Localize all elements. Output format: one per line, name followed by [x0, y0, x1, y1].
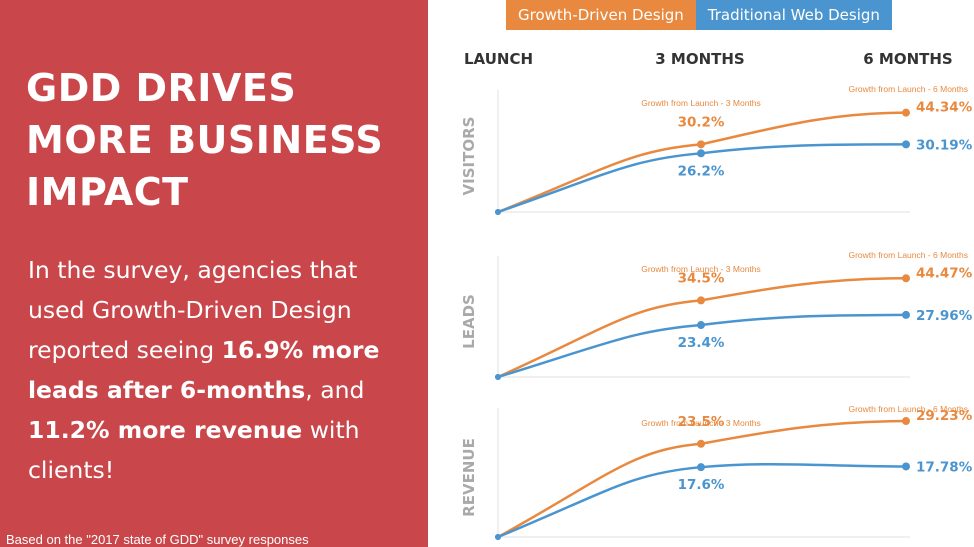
left-panel: GDD DRIVES MORE BUSINESS IMPACT In the s…: [0, 0, 428, 547]
headline-line-2: MORE BUSINESS: [26, 118, 384, 162]
data-label-2-0-1: 23.5%: [678, 414, 725, 430]
data-point-0-1-2: [902, 140, 910, 149]
data-point-0-0-1: [697, 140, 705, 149]
data-label-2-1-2: 17.78%: [916, 459, 973, 475]
data-point-1-1-2: [902, 310, 910, 319]
annotation-6m-1: Growth from Launch - 6 Months: [848, 250, 968, 260]
body-line-5a: 11.2% more revenue: [28, 416, 303, 444]
data-label-1-0-1: 34.5%: [678, 270, 725, 286]
data-point-1-1-1: [697, 321, 705, 330]
legend-item-gdd: Growth-Driven Design: [506, 0, 696, 30]
legend: Growth-Driven Design Traditional Web Des…: [506, 0, 892, 30]
data-label-1-0-2: 44.47%: [916, 265, 973, 281]
data-label-2-0-2: 29.23%: [916, 408, 973, 424]
annotation-6m-0: Growth from Launch - 6 Months: [848, 84, 968, 94]
data-label-0-1-2: 30.19%: [916, 137, 973, 153]
data-point-2-0-1: [697, 439, 705, 448]
body-line-2: used Growth-Driven Design: [28, 296, 352, 324]
annotation-3m-1: Growth from Launch - 3 Months: [641, 264, 761, 274]
y-axis-label-2: REVENUE: [460, 438, 478, 517]
annotation-3m-0: Growth from Launch - 3 Months: [641, 98, 761, 108]
headline-line-3: IMPACT: [26, 170, 189, 214]
data-point-0-0-2: [902, 108, 910, 117]
line-chart: LAUNCH 3 MONTHS 6 MONTHS VISITORS Growth fro…: [460, 50, 973, 540]
body-text: In the survey, agencies that used Growth…: [28, 250, 418, 490]
data-label-0-1-1: 26.2%: [678, 163, 725, 179]
body-line-4a: leads after 6-months: [28, 376, 306, 404]
data-point-1-1-0: [495, 374, 501, 380]
x-tick-label-1: 3 MONTHS: [655, 50, 744, 68]
data-label-0-0-2: 44.34%: [916, 100, 973, 116]
data-point-1-0-2: [902, 274, 910, 283]
data-point-2-1-2: [902, 462, 910, 471]
x-tick-label-0: LAUNCH: [464, 50, 533, 68]
body-line-1: In the survey, agencies that: [28, 256, 358, 284]
x-tick-label-2: 6 MONTHS: [863, 50, 952, 68]
body-line-3a: reported seeing: [28, 336, 222, 364]
y-axis-label-1: LEADS: [460, 294, 478, 349]
body-line-5b: with: [302, 416, 360, 444]
data-point-0-1-1: [697, 149, 705, 158]
footnote: Based on the "2017 state of GDD" survey …: [6, 532, 309, 547]
data-point-1-0-1: [697, 296, 705, 305]
annotation-6m-2: Growth from Launch - 6 Months: [848, 404, 968, 414]
y-axis-label-0: VISITORS: [460, 117, 478, 196]
data-label-1-1-2: 27.96%: [916, 308, 973, 324]
data-label-0-0-1: 30.2%: [678, 114, 725, 130]
headline-line-1: GDD DRIVES: [26, 66, 297, 110]
chart-area: LAUNCH 3 MONTHS 6 MONTHS VISITORS Growth fro…: [428, 0, 974, 547]
headline: GDD DRIVES MORE BUSINESS IMPACT: [26, 62, 416, 218]
annotation-3m-2: Growth from Launch - 3 Months: [641, 418, 761, 428]
body-line-3b: 16.9% more: [221, 336, 380, 364]
legend-item-traditional: Traditional Web Design: [695, 0, 892, 30]
data-label-1-1-1: 23.4%: [678, 335, 725, 351]
body-line-4b: , and: [305, 376, 365, 404]
data-point-2-1-1: [697, 463, 705, 472]
body-line-6: clients!: [28, 456, 115, 484]
data-label-2-1-1: 17.6%: [678, 477, 725, 493]
data-point-2-0-2: [902, 417, 910, 426]
data-point-2-1-0: [495, 534, 501, 540]
data-point-0-1-0: [495, 209, 501, 215]
